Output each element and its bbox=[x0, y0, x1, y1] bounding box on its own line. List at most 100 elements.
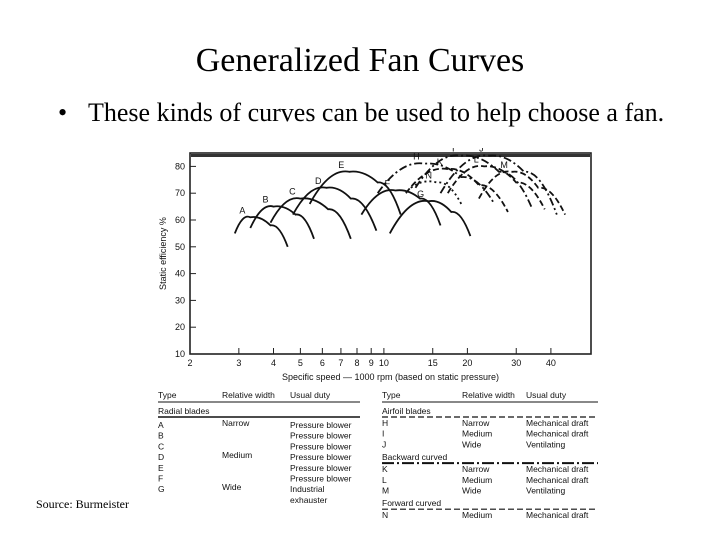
curve-m bbox=[478, 170, 566, 215]
right-group-label: Airfoil blades bbox=[382, 406, 431, 416]
left-type-cell: F bbox=[158, 474, 163, 484]
y-tick-label: 30 bbox=[175, 295, 185, 305]
curve-label-f: F bbox=[385, 179, 391, 189]
x-tick-label: 4 bbox=[271, 358, 276, 368]
left-duty-cell: Industrial bbox=[290, 484, 325, 494]
x-tick-label: 7 bbox=[338, 358, 343, 368]
left-duty-cell: Pressure blower bbox=[290, 452, 352, 462]
x-tick-label: 15 bbox=[428, 358, 438, 368]
x-tick-label: 5 bbox=[298, 358, 303, 368]
left-group-label: Radial blades bbox=[158, 406, 210, 416]
curve-label-n: N bbox=[425, 170, 432, 180]
plot-frame bbox=[189, 152, 592, 355]
right-duty-cell: Mechanical draft bbox=[526, 429, 589, 439]
curve-label-c: C bbox=[289, 187, 296, 197]
left-header-2: Usual duty bbox=[290, 390, 331, 400]
bullet-text: These kinds of curves can be used to hel… bbox=[88, 98, 665, 127]
x-tick-label: 20 bbox=[462, 358, 472, 368]
bullet-dot-icon: • bbox=[58, 98, 68, 127]
right-type-cell: K bbox=[382, 464, 388, 474]
y-tick-label: 40 bbox=[175, 269, 185, 279]
curve-label-h: H bbox=[413, 152, 420, 162]
y-tick-label: 20 bbox=[175, 322, 185, 332]
y-tick-label: 50 bbox=[175, 242, 185, 252]
left-header-0: Type bbox=[158, 390, 177, 400]
right-duty-cell: Mechanical draft bbox=[526, 510, 589, 520]
left-duty-cell: Pressure blower bbox=[290, 431, 352, 441]
left-duty-cell: exhauster bbox=[290, 495, 327, 505]
left-type-cell: A bbox=[158, 420, 164, 430]
curve-c bbox=[269, 197, 352, 240]
right-group-label: Forward curved bbox=[382, 498, 441, 508]
right-type-cell: M bbox=[382, 486, 389, 496]
right-duty-cell: Mechanical draft bbox=[526, 464, 589, 474]
right-duty-cell: Ventilating bbox=[526, 439, 565, 449]
right-group-label: Backward curved bbox=[382, 452, 447, 462]
left-duty-cell: Pressure blower bbox=[290, 463, 352, 473]
plot-top-band bbox=[191, 154, 590, 157]
y-tick-label: 80 bbox=[175, 161, 185, 171]
curve-label-d: D bbox=[315, 176, 322, 186]
curve-label-g: G bbox=[417, 189, 424, 199]
right-duty-cell: Mechanical draft bbox=[526, 418, 589, 428]
curve-g bbox=[389, 199, 472, 237]
y-tick-label: 60 bbox=[175, 215, 185, 225]
curve-j bbox=[439, 154, 558, 215]
right-width-cell: Narrow bbox=[462, 464, 490, 474]
curve-label-a: A bbox=[239, 205, 245, 215]
figure-background bbox=[150, 148, 606, 528]
left-duty-cell: Pressure blower bbox=[290, 441, 352, 451]
x-tick-label: 30 bbox=[511, 358, 521, 368]
right-type-cell: N bbox=[382, 510, 388, 520]
curve-label-i: I bbox=[452, 148, 455, 154]
right-duty-cell: Mechanical draft bbox=[526, 475, 589, 485]
curve-label-e: E bbox=[338, 160, 344, 170]
curve-k bbox=[405, 167, 509, 213]
y-tick-label: 10 bbox=[175, 349, 185, 359]
curve-d bbox=[292, 186, 378, 232]
right-header-2: Usual duty bbox=[526, 390, 567, 400]
fan-curves-chart: 10 20 30 40 50 60 70 80 2 3 4 5 6 7 8 9 10 15 20 30 40 Specif… bbox=[150, 144, 606, 528]
y-axis-label: Static efficiency % bbox=[158, 217, 168, 290]
x-tick-label: 2 bbox=[187, 358, 192, 368]
right-width-cell: Medium bbox=[462, 429, 492, 439]
right-width-cell: Wide bbox=[462, 439, 482, 449]
curve-l bbox=[447, 165, 546, 210]
left-type-cell: B bbox=[158, 431, 164, 441]
x-tick-label: 9 bbox=[369, 358, 374, 368]
right-header-0: Type bbox=[382, 390, 401, 400]
curve-label-m: M bbox=[500, 160, 508, 170]
curve-a bbox=[233, 215, 289, 248]
curve-label-k: K bbox=[437, 157, 443, 167]
left-type-cell: D bbox=[158, 452, 164, 462]
left-width-cell: Wide bbox=[222, 482, 242, 492]
curve-i bbox=[414, 154, 533, 207]
right-duty-cell: Ventilating bbox=[526, 486, 565, 496]
right-header-1: Relative width bbox=[462, 390, 515, 400]
x-tick-label: 6 bbox=[320, 358, 325, 368]
curve-label-j: J bbox=[479, 148, 484, 154]
source-note: Source: Burmeister bbox=[36, 497, 129, 511]
right-width-cell: Wide bbox=[462, 486, 482, 496]
x-tick-label: 8 bbox=[355, 358, 360, 368]
left-duty-cell: Pressure blower bbox=[290, 420, 352, 430]
curve-b bbox=[249, 205, 315, 240]
left-width-cell: Medium bbox=[222, 450, 252, 460]
x-tick-label: 10 bbox=[379, 358, 389, 368]
x-axis-label: Specific speed — 1000 rpm (based on stat… bbox=[282, 372, 499, 382]
fan-curves-figure: 10 20 30 40 50 60 70 80 2 3 4 5 6 7 8 9 10 15 20 30 40 Specif… bbox=[150, 144, 606, 528]
right-width-cell: Medium bbox=[462, 475, 492, 485]
right-width-cell: Narrow bbox=[462, 418, 490, 428]
left-duty-cell: Pressure blower bbox=[290, 474, 352, 484]
left-type-cell: G bbox=[158, 484, 165, 494]
right-width-cell: Medium bbox=[462, 510, 492, 520]
curve-label-b: B bbox=[262, 195, 268, 205]
right-type-cell: J bbox=[382, 439, 386, 449]
x-tick-label: 40 bbox=[546, 358, 556, 368]
right-type-cell: L bbox=[382, 475, 387, 485]
left-header-1: Relative width bbox=[222, 390, 275, 400]
left-width-cell: Narrow bbox=[222, 418, 250, 428]
x-tick-label: 3 bbox=[236, 358, 241, 368]
right-type-cell: H bbox=[382, 418, 388, 428]
y-tick-label: 70 bbox=[175, 188, 185, 198]
